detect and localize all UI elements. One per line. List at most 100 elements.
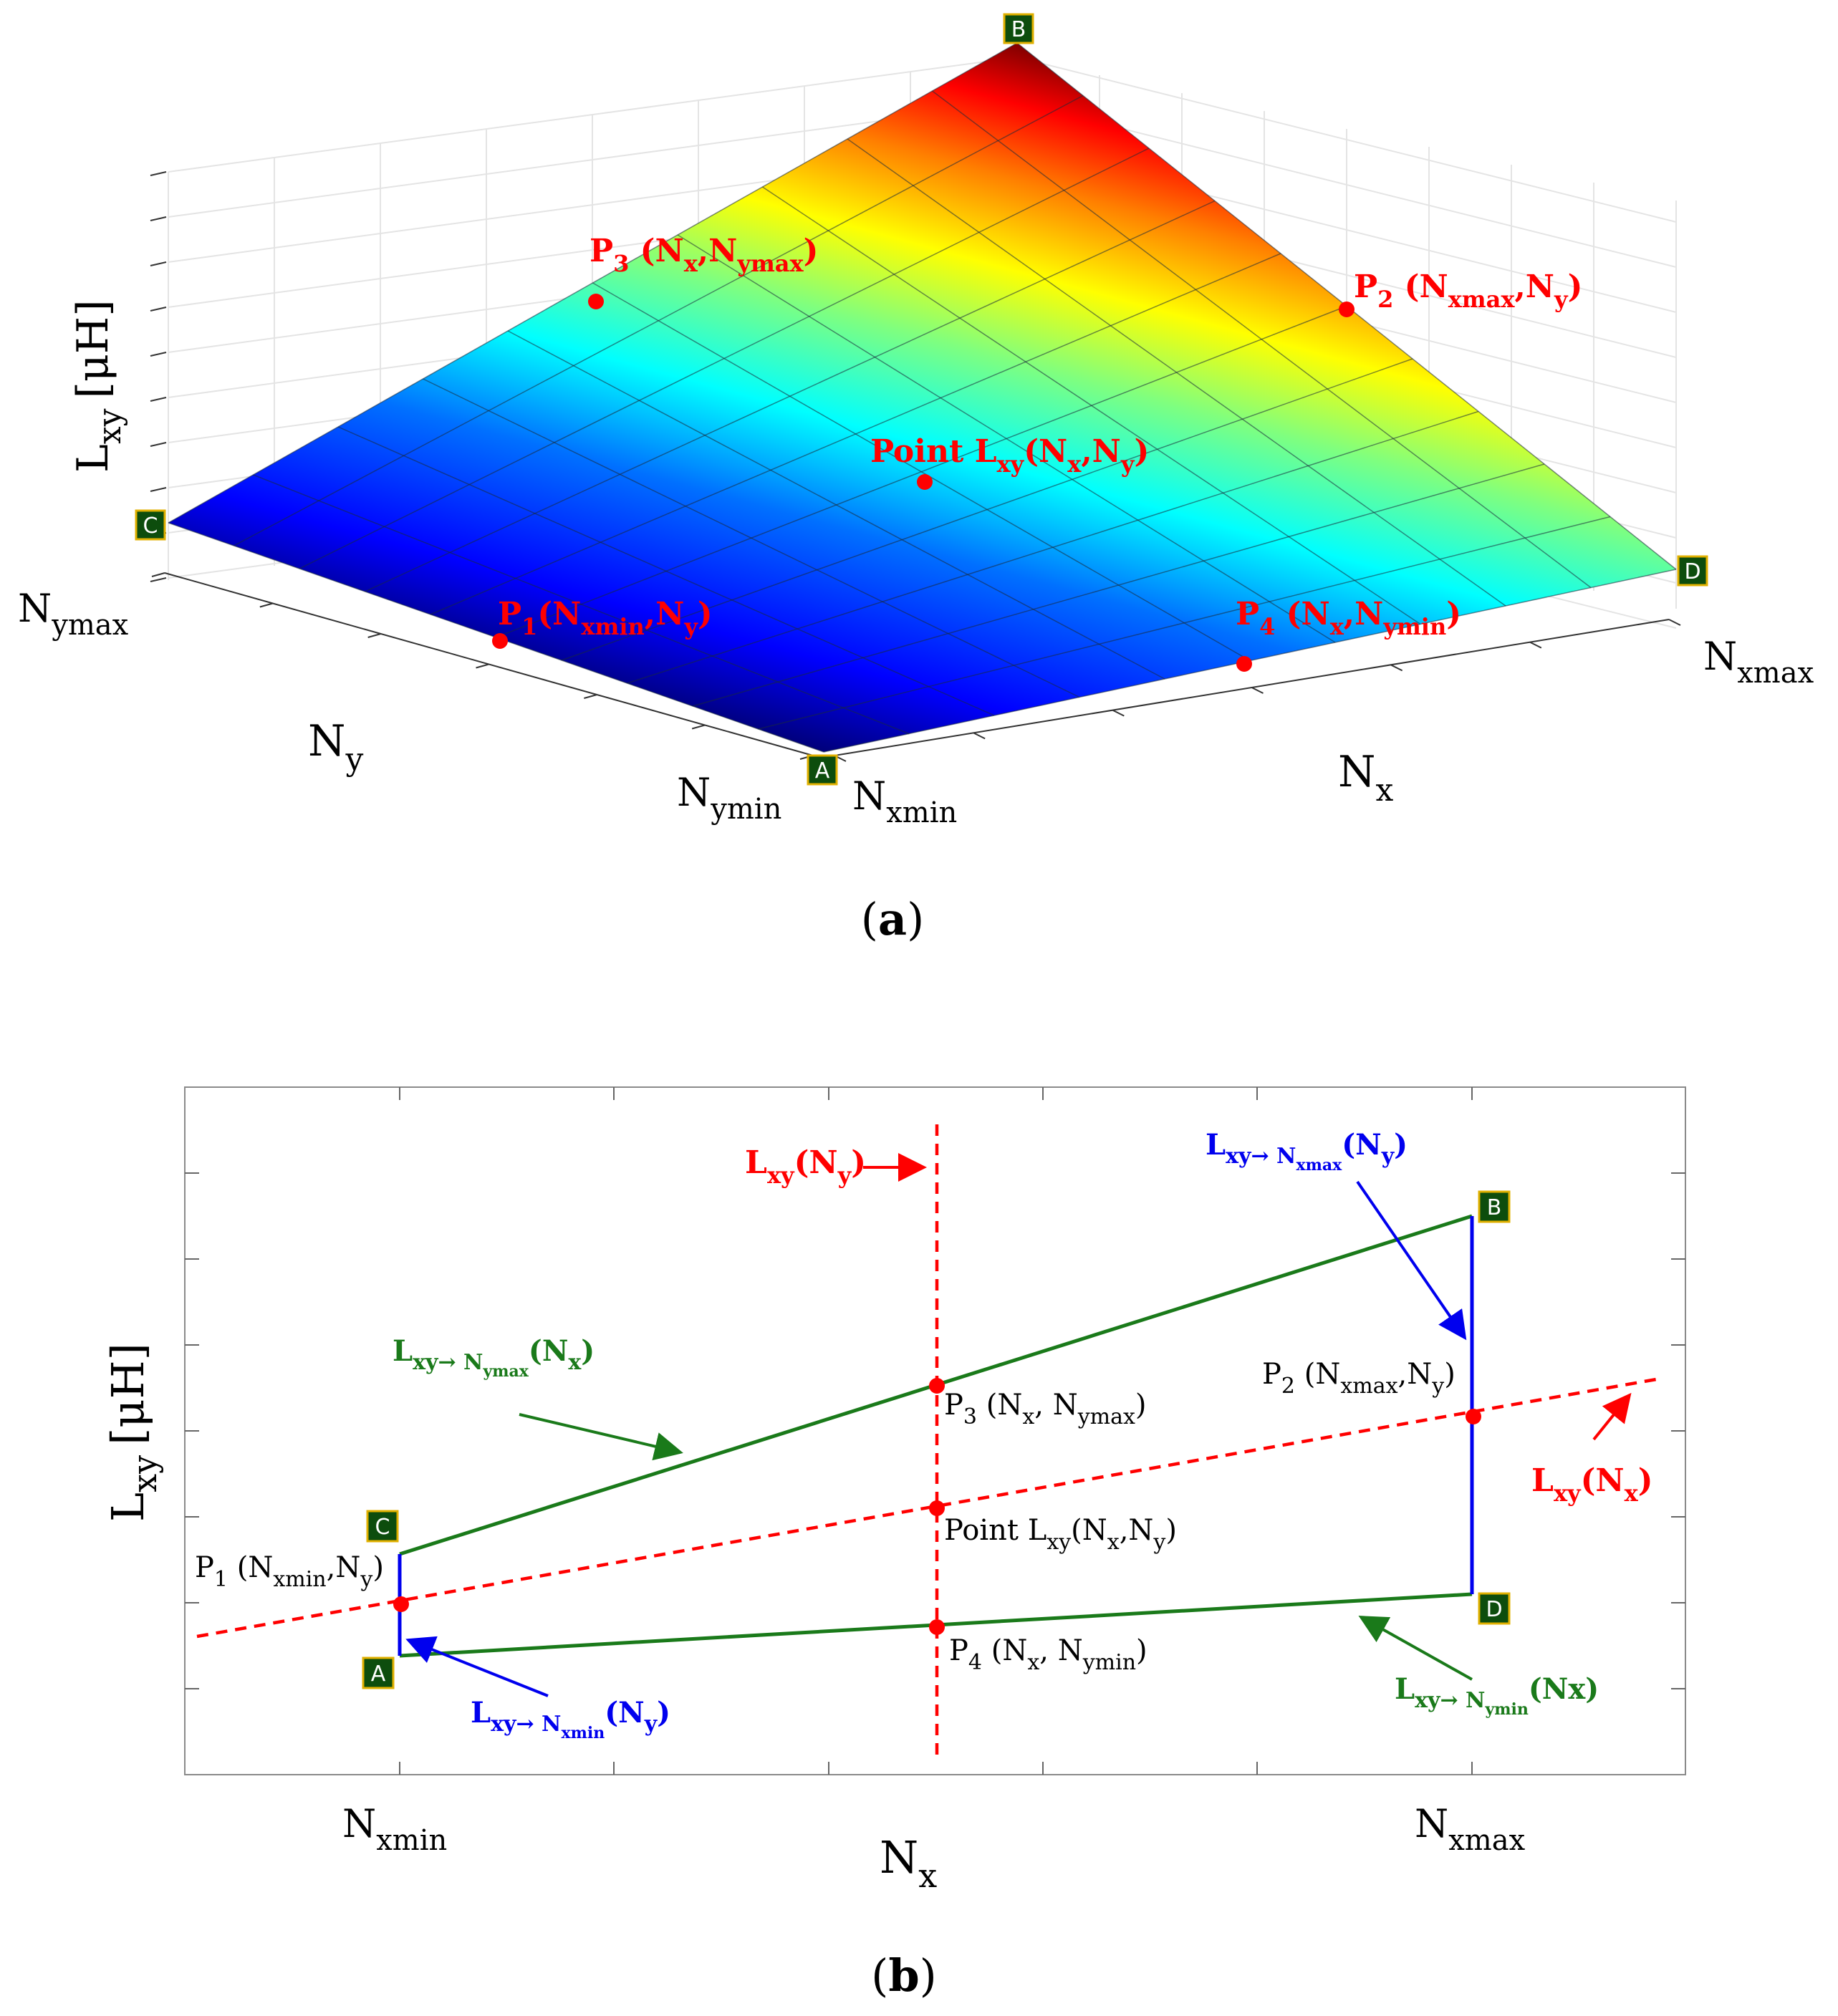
x-tick [973,732,986,740]
p2-label: P2 (Nxmax,Ny) [1354,269,1582,313]
label-lxy-nxmax: Lxy→ Nxmax(Ny) [1206,1128,1408,1175]
surface-mesh-line [762,186,1421,625]
corner-badge-d: D [1677,555,1708,587]
z-tick [150,487,167,492]
b-corner-badge-b: B [1478,1190,1511,1223]
x-tick [1390,664,1403,672]
b-tick-label-nxmax: Nxmax [1415,1801,1526,1857]
x-tick [1668,619,1681,626]
b-center-point-marker [929,1500,945,1516]
b-corner-badge-d: D [1478,1592,1511,1625]
y-tick [151,572,165,577]
surface-mesh-line [168,42,1018,524]
z-tick [150,216,167,221]
tick-label-nymin: Nymin [677,770,781,826]
tick-label-nxmin: Nxmin [852,773,957,829]
b-p1-marker [393,1596,409,1612]
arrow-lxy-nxmin [405,1636,549,1697]
p2-marker [1339,302,1355,317]
b-corner-badge-a: A [362,1656,395,1689]
caption-b: (b) [871,1949,937,2002]
arrow-lxy-nxmax [1356,1180,1467,1341]
b-tick-label-nxmin: Nxmin [342,1801,447,1857]
y-tick [367,633,381,638]
z-tick [150,442,167,447]
box-grid-line [1016,57,1677,223]
p4-marker [1236,656,1252,672]
panel-b-tick-marks [185,1087,1685,1775]
z-tick [150,307,167,312]
y-axis-label: Ny [308,716,364,778]
b-p4-marker [929,1619,945,1635]
surface-mesh-line [299,148,1150,569]
surface-mesh-line [847,138,1506,607]
b-p3-label: P3 (Nx, Nymax) [944,1389,1147,1429]
surface-mesh-line [430,253,1281,615]
svg-text:A: A [371,1661,386,1687]
b-p1-label: P1 (Nxmin,Ny) [195,1551,384,1592]
z-tick [150,397,167,402]
panel-a-tick-marks [150,171,1681,762]
x-tick [1529,641,1542,649]
surface-mesh-line [496,305,1347,638]
z-tick [150,261,167,266]
center-point-marker [917,474,933,490]
label-lxy-nxmin: Lxy→ Nxmin(Ny) [471,1696,670,1742]
box-grid-line [1016,102,1677,268]
b-center-point-label: Point Lxy(Nx,Ny) [944,1514,1177,1555]
label-lxy-nymax: Lxy→ Nymax(Nx) [393,1334,595,1381]
panel-b-2d-projection: A B C D Lxy(Ny) Lxy(Nx) Lxy→ Nxmax(Ny) L… [102,1086,1686,2002]
arrow-lxy-nx [1592,1392,1632,1441]
label-lxy-ny: Lxy(Ny) [745,1144,866,1189]
svg-text:A: A [815,758,830,783]
b-p3-marker [929,1378,945,1394]
corner-badge-c: C [135,509,166,541]
svg-text:B: B [1487,1195,1502,1220]
y-tick [259,602,274,608]
y-tick [584,694,597,699]
p4-label: P4 (Nx,Nymin) [1236,596,1461,640]
x-axis-line [834,619,1670,756]
b-corner-badge-c: C [366,1510,399,1543]
svg-text:B: B [1011,17,1026,42]
svg-text:C: C [375,1515,390,1540]
b-p2-label: P2 (Nxmax,Ny) [1262,1358,1456,1399]
svg-text:D: D [1486,1597,1502,1622]
surface-mesh [168,42,1677,753]
y-axis-line [164,572,814,756]
caption-a: (a) [861,893,925,945]
corner-badge-b: B [1003,13,1034,44]
p1-marker [492,633,508,649]
arrow-lxy-nymax [519,1413,683,1461]
arrow-lxy-nymin [1358,1616,1473,1681]
x-axis-label: Nx [1338,747,1394,809]
b-y-axis-label: Lxy[μH] [102,1343,164,1522]
surface-mesh-line [677,234,1336,643]
x-tick [1112,709,1125,717]
z-tick [150,171,167,176]
b-x-axis-label: Nx [880,1831,937,1895]
tick-label-nxmax: Nxmax [1703,634,1814,690]
svg-text:D: D [1684,559,1700,584]
surface-mesh-line [932,90,1592,589]
y-tick [476,663,489,669]
panel-a-3d-surface: P1(Nxmin,Ny) P2 (Nxmax,Ny) P3 (Nx,Nymax)… [18,13,1814,945]
center-point-label: Point Lxy(Nx,Ny) [870,433,1149,478]
z-tick [150,577,167,582]
z-tick [150,352,167,357]
x-tick [1251,687,1264,694]
corner-badge-a: A [807,754,838,786]
label-lxy-nymin: Lxy→ Nymin(Nx) [1395,1672,1599,1719]
b-p2-marker [1466,1409,1481,1424]
p1-label: P1(Nxmin,Ny) [498,596,713,640]
label-lxy-nx: Lxy(Nx) [1531,1462,1653,1507]
tick-label-nymax: Nymax [18,586,129,642]
inductance-surface [168,43,1676,752]
b-p4-label: P4 (Nx, Nymin) [949,1634,1147,1675]
p3-marker [588,294,604,309]
p3-label: P3 (Nx,Nymax) [590,233,818,277]
z-axis-label: Lxy[μH] [68,299,128,473]
surface-mesh-line [234,95,1084,546]
red-dashed-slope-lxy-nx [196,1376,1661,1639]
